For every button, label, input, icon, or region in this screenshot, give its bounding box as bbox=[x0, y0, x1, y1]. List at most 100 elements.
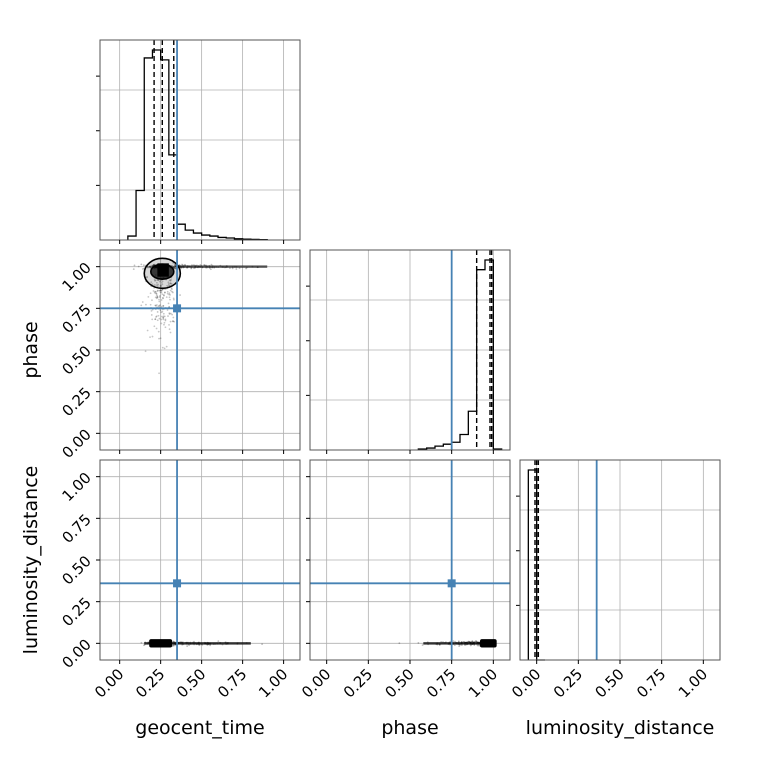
sample-point bbox=[160, 311, 163, 314]
sample-point bbox=[158, 300, 161, 303]
sample-point bbox=[143, 644, 145, 647]
sample-point bbox=[150, 266, 152, 269]
sample-point bbox=[170, 278, 172, 281]
sample-point bbox=[167, 315, 169, 317]
sample-point bbox=[157, 279, 160, 282]
sample-point bbox=[172, 644, 175, 647]
sample-point bbox=[160, 285, 162, 288]
sample-point bbox=[149, 265, 152, 268]
sample-point bbox=[154, 304, 157, 307]
sample-point bbox=[169, 279, 172, 282]
sample-point bbox=[159, 289, 162, 291]
sample-point bbox=[162, 304, 165, 307]
sample-point bbox=[165, 296, 168, 298]
sample-point bbox=[153, 284, 156, 286]
sample-point bbox=[469, 644, 472, 647]
sample-point bbox=[457, 640, 460, 643]
sample-point bbox=[161, 280, 164, 283]
sample-point bbox=[174, 266, 176, 269]
sample-point bbox=[162, 318, 165, 321]
sample-point bbox=[167, 281, 170, 284]
sample-point bbox=[164, 319, 167, 322]
sample-point bbox=[162, 317, 165, 319]
sample-point bbox=[162, 297, 165, 300]
sample-point bbox=[159, 289, 162, 292]
sample-point bbox=[158, 372, 160, 375]
sample-point bbox=[160, 305, 163, 308]
sample-point bbox=[154, 290, 156, 293]
sample-point bbox=[168, 312, 171, 315]
sample-point bbox=[173, 265, 176, 268]
sample-point bbox=[477, 644, 480, 647]
sample-point bbox=[148, 266, 151, 268]
sample-point bbox=[140, 641, 143, 644]
sample-point bbox=[453, 644, 456, 647]
sample-point bbox=[145, 276, 148, 279]
sample-point bbox=[171, 320, 174, 323]
sample-point bbox=[141, 301, 144, 303]
sample-point bbox=[168, 328, 171, 331]
sample-point bbox=[166, 309, 169, 311]
sample-point bbox=[160, 281, 163, 284]
sample-point bbox=[156, 296, 159, 299]
sample-point bbox=[170, 312, 172, 315]
sample-point bbox=[153, 325, 156, 328]
sample-point bbox=[171, 290, 173, 293]
x-tick-label: 0.50 bbox=[591, 665, 627, 701]
sample-point bbox=[142, 264, 145, 267]
sample-point bbox=[178, 264, 181, 266]
histogram-geocent_time bbox=[127, 49, 268, 241]
x-tick-label: 0.75 bbox=[423, 665, 459, 701]
sample-point bbox=[163, 315, 166, 318]
sample-point bbox=[149, 266, 152, 269]
sample-point bbox=[160, 291, 163, 294]
sample-point bbox=[181, 263, 183, 266]
y-tick-label: 0.25 bbox=[58, 384, 94, 420]
sample-point bbox=[155, 292, 158, 295]
sample-point bbox=[163, 294, 165, 297]
sample-point bbox=[153, 291, 156, 294]
sample-point bbox=[154, 318, 157, 321]
sample-point bbox=[146, 266, 149, 269]
sample-point bbox=[158, 298, 160, 301]
sample-point bbox=[173, 267, 176, 270]
sample-point bbox=[162, 316, 165, 319]
sample-point bbox=[156, 311, 159, 313]
x-tick-label: 0.75 bbox=[214, 665, 250, 701]
sample-point bbox=[151, 299, 153, 302]
sample-point bbox=[474, 640, 477, 643]
sample-point bbox=[398, 642, 401, 645]
sample-point bbox=[164, 326, 167, 329]
sample-point bbox=[168, 296, 171, 299]
x-tick-label: 0.00 bbox=[298, 665, 334, 701]
truth-marker bbox=[447, 579, 456, 588]
sample-point bbox=[171, 313, 174, 316]
sample-point bbox=[157, 283, 159, 286]
x-tick-label: 1.00 bbox=[255, 665, 291, 701]
sample-point bbox=[193, 640, 195, 643]
sample-point bbox=[161, 310, 164, 313]
sample-point bbox=[147, 295, 150, 298]
sample-point bbox=[158, 304, 160, 307]
sample-point bbox=[190, 267, 193, 270]
sample-point bbox=[169, 293, 172, 296]
sample-point bbox=[158, 305, 160, 308]
sample-point bbox=[167, 302, 170, 305]
sample-point bbox=[458, 645, 461, 648]
sample-point bbox=[199, 263, 202, 266]
sample-point bbox=[174, 264, 177, 267]
sample-point bbox=[160, 315, 163, 318]
sample-point bbox=[140, 304, 143, 307]
sample-point bbox=[160, 284, 163, 287]
sample-point bbox=[163, 323, 165, 326]
sample-point bbox=[168, 313, 171, 315]
sample-point bbox=[169, 331, 172, 334]
truth-marker bbox=[173, 579, 182, 588]
sample-point bbox=[172, 320, 175, 323]
sample-point bbox=[146, 276, 149, 278]
x-axis-label-luminosity_distance: luminosity_distance bbox=[526, 717, 715, 739]
sample-point bbox=[172, 298, 175, 301]
x-tick-label: 0.00 bbox=[508, 665, 544, 701]
sample-point bbox=[156, 290, 159, 292]
sample-point bbox=[150, 264, 153, 267]
